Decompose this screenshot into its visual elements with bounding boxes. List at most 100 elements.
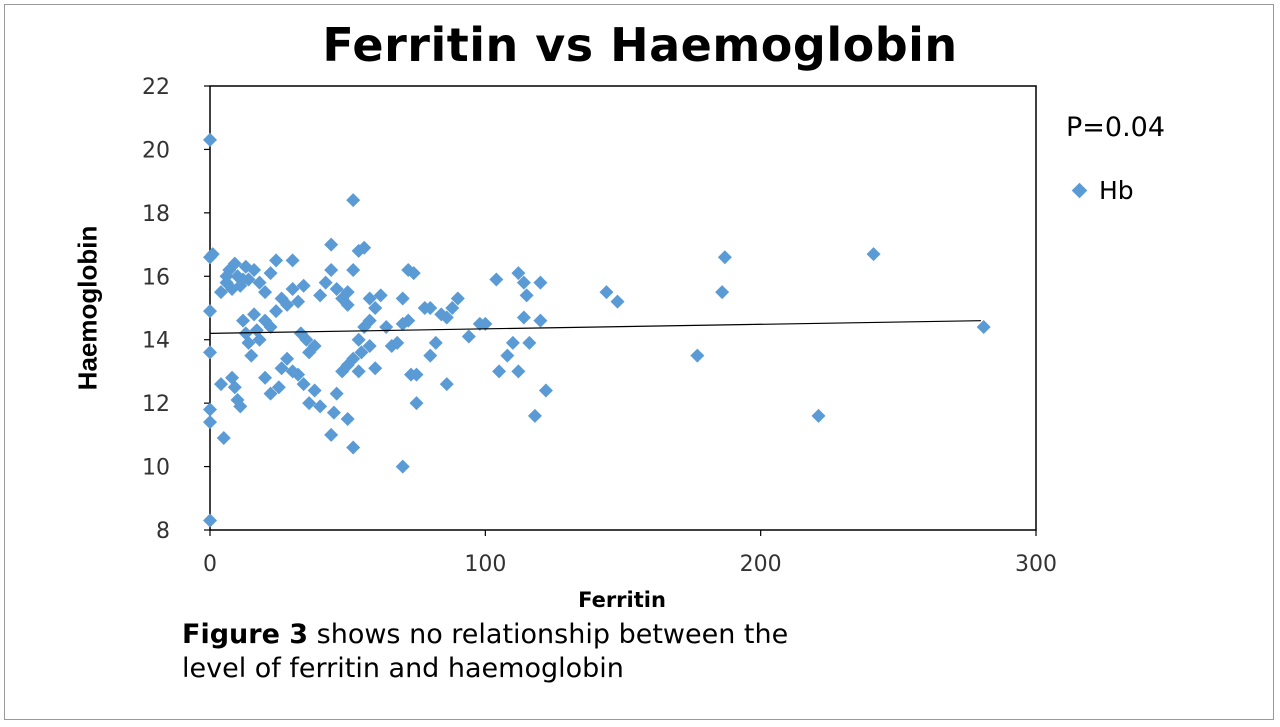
data-point	[296, 278, 311, 293]
data-point	[533, 313, 548, 328]
y-tick-label: 14	[142, 329, 170, 354]
y-tick-label: 12	[142, 392, 170, 417]
data-point	[439, 310, 454, 325]
data-point	[500, 348, 515, 363]
x-tick-label: 300	[1015, 552, 1057, 577]
data-point	[302, 396, 317, 411]
data-point	[263, 266, 278, 281]
data-point	[373, 288, 388, 303]
data-point	[538, 383, 553, 398]
data-point	[291, 367, 306, 382]
data-point	[354, 345, 369, 360]
data-point	[324, 262, 339, 277]
data-point	[244, 348, 259, 363]
data-point	[269, 304, 284, 319]
y-axis-label: Haemoglobin	[72, 225, 103, 391]
data-point	[340, 297, 355, 312]
data-point	[258, 285, 273, 300]
data-point	[362, 339, 377, 354]
x-tick-label: 200	[740, 552, 782, 577]
data-point	[247, 307, 262, 322]
data-point	[357, 240, 372, 255]
data-point	[423, 348, 438, 363]
axis-ticks	[204, 85, 1037, 536]
data-point	[271, 380, 286, 395]
data-point	[299, 332, 314, 347]
data-point	[318, 275, 333, 290]
data-point	[214, 377, 229, 392]
data-point	[811, 408, 826, 423]
data-point	[326, 405, 341, 420]
data-point	[368, 301, 383, 315]
y-tick-label: 20	[142, 138, 170, 163]
data-point	[346, 262, 361, 277]
data-point	[313, 288, 328, 303]
data-point	[227, 256, 242, 271]
caption-figure-number: Figure 3	[182, 619, 309, 650]
data-point	[522, 335, 537, 350]
data-point	[610, 294, 625, 309]
x-axis-label: Ferritin	[578, 588, 666, 612]
data-point	[423, 301, 438, 315]
data-point	[866, 247, 881, 262]
data-point	[492, 364, 507, 379]
data-point	[219, 269, 234, 284]
legend: Hb	[1066, 174, 1134, 206]
data-points	[203, 132, 991, 528]
data-point	[439, 377, 454, 392]
data-point	[340, 412, 355, 426]
data-point	[263, 320, 278, 335]
data-point	[599, 285, 614, 300]
trendline	[209, 320, 981, 334]
data-point	[505, 335, 520, 350]
data-point	[203, 132, 217, 147]
data-point	[409, 396, 424, 411]
data-point	[516, 310, 531, 325]
data-point	[445, 301, 460, 315]
data-point	[340, 285, 355, 300]
data-point	[461, 329, 476, 344]
figure-caption: Figure 3 shows no relationship between t…	[182, 618, 1082, 686]
data-point	[324, 237, 339, 252]
data-point	[203, 402, 217, 417]
data-point	[252, 275, 267, 290]
caption-line-1: shows no relationship between the	[308, 619, 789, 650]
data-point	[362, 313, 377, 328]
data-point	[307, 383, 322, 398]
data-point	[203, 513, 217, 528]
data-point	[285, 253, 300, 268]
data-point	[351, 332, 366, 347]
data-point	[527, 408, 542, 423]
y-tick-label: 16	[142, 265, 170, 290]
data-point	[236, 313, 251, 328]
data-point	[205, 247, 220, 262]
y-tick-label: 18	[142, 202, 170, 227]
data-point	[252, 332, 267, 347]
caption-line-2: level of ferritin and haemoglobin	[182, 653, 624, 684]
p-value-annotation: P=0.04	[1066, 112, 1166, 143]
plot-area	[209, 85, 1037, 531]
data-point	[519, 288, 534, 303]
data-point	[395, 459, 410, 474]
data-point	[717, 250, 732, 265]
data-point	[395, 291, 410, 306]
data-point	[715, 285, 730, 300]
data-point	[216, 431, 231, 446]
data-point	[401, 313, 416, 328]
data-point	[516, 275, 531, 290]
data-point	[296, 377, 311, 392]
data-point	[241, 335, 256, 350]
y-tick-label: 8	[156, 519, 170, 544]
x-tick-label: 100	[464, 552, 506, 577]
data-point	[511, 364, 526, 379]
data-point	[346, 193, 361, 208]
data-point	[450, 291, 465, 306]
data-point	[390, 335, 405, 350]
data-point	[409, 367, 424, 382]
x-tick-label: 0	[203, 552, 217, 577]
data-point	[976, 320, 991, 335]
data-point	[241, 272, 256, 287]
y-tick-label: 10	[142, 456, 170, 481]
tick-labels: 8 10 12 14 16 18 20 22 0 100 200 300	[142, 75, 1057, 577]
